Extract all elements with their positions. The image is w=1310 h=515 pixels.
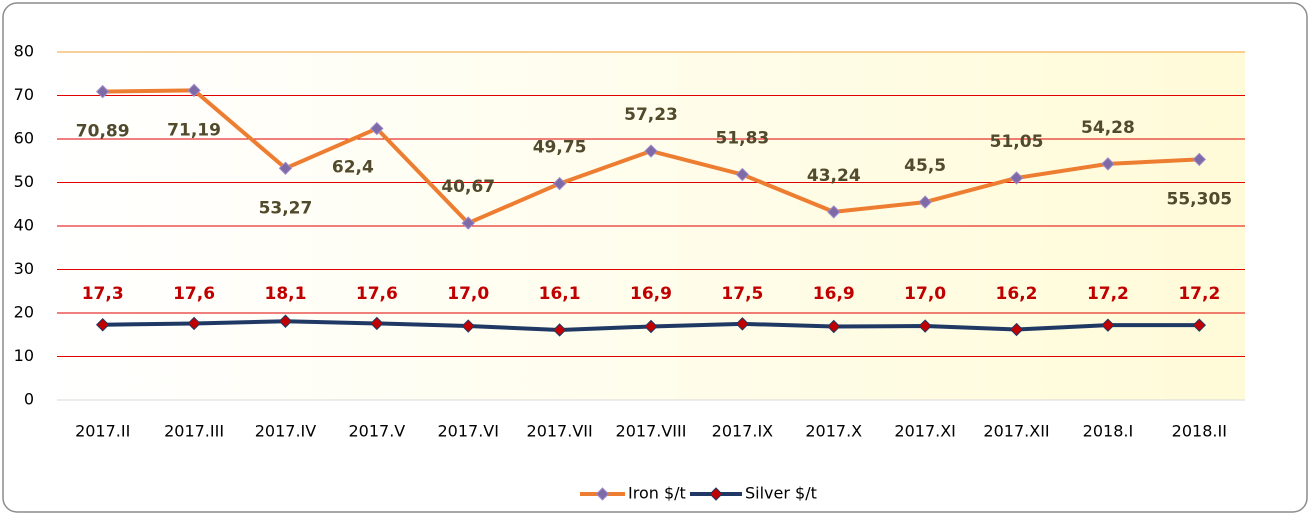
legend-marker	[709, 487, 723, 501]
x-tick-label: 2017.IX	[712, 422, 774, 441]
marker	[644, 319, 658, 334]
x-tick-label: 2017.VII	[527, 422, 593, 441]
y-tick-label: 70	[14, 85, 34, 104]
y-tick-label: 10	[14, 346, 34, 365]
data-label: 49,75	[533, 138, 587, 158]
marker	[1101, 318, 1115, 332]
x-tick-label: 2017.IV	[255, 422, 317, 441]
data-label: 57,23	[624, 105, 678, 125]
marker	[278, 161, 293, 175]
marker	[461, 319, 475, 333]
marker	[278, 314, 293, 328]
marker	[552, 323, 567, 337]
marker	[735, 167, 750, 182]
data-label: 62,4	[332, 158, 374, 178]
y-tick-label: 20	[14, 303, 34, 322]
data-label: 45,5	[904, 156, 946, 176]
x-tick-label: 2018.II	[1172, 422, 1227, 441]
y-tick-label: 40	[14, 216, 34, 235]
x-tick-label: 2017.XI	[894, 422, 955, 441]
data-label: 51,05	[990, 132, 1044, 152]
x-tick-label: 2017.III	[164, 422, 224, 441]
marker	[918, 195, 932, 209]
data-label: 16,9	[630, 284, 672, 304]
x-tick-label: 2017.II	[75, 422, 130, 441]
x-tick-label: 2017.VI	[437, 422, 498, 441]
marker	[187, 83, 201, 98]
x-tick-label: 2017.XII	[983, 422, 1049, 441]
marker	[461, 216, 475, 230]
legend-marker	[595, 487, 610, 501]
data-label: 51,83	[715, 129, 769, 149]
marker	[735, 317, 750, 331]
y-tick-label: 30	[14, 259, 34, 278]
data-label: 17,0	[447, 284, 489, 304]
marker	[827, 319, 841, 334]
marker	[1192, 152, 1207, 167]
data-label: 17,6	[356, 284, 398, 304]
y-tick-label: 60	[14, 129, 34, 148]
data-label: 53,27	[259, 198, 313, 218]
marker	[1009, 171, 1024, 185]
data-label: 70,89	[76, 122, 130, 142]
legend-label: Iron $/t	[628, 484, 686, 503]
marker	[370, 121, 384, 136]
x-tick-label: 2018.I	[1083, 422, 1134, 441]
data-label: 55,305	[1167, 189, 1233, 209]
marker	[552, 176, 567, 191]
x-tick-label: 2017.X	[805, 422, 862, 441]
data-label: 17,5	[721, 284, 763, 304]
data-label: 16,9	[813, 284, 855, 304]
marker	[1192, 318, 1207, 332]
data-label: 17,0	[904, 284, 946, 304]
marker	[95, 84, 110, 99]
data-label: 17,6	[173, 284, 215, 304]
x-tick-label: 2017.V	[348, 422, 405, 441]
data-label: 16,1	[539, 284, 581, 304]
data-label: 43,24	[807, 166, 861, 186]
y-tick-label: 50	[14, 172, 34, 191]
data-label: 40,67	[441, 177, 495, 197]
marker	[827, 205, 841, 219]
marker	[187, 316, 201, 331]
y-tick-label: 0	[24, 390, 34, 409]
marker	[1101, 157, 1115, 171]
marker	[918, 319, 932, 333]
marker	[370, 316, 384, 331]
y-tick-label: 80	[14, 42, 34, 61]
marker	[1009, 322, 1024, 337]
legend-label: Silver $/t	[745, 484, 817, 503]
data-label: 17,2	[1178, 284, 1220, 304]
data-label: 16,2	[996, 284, 1038, 304]
data-label: 17,3	[82, 284, 124, 304]
data-label: 71,19	[167, 120, 221, 140]
marker	[644, 144, 658, 158]
data-label: 18,1	[264, 284, 306, 304]
x-tick-label: 2017.VIII	[616, 422, 687, 441]
marker	[95, 318, 110, 332]
data-label: 17,2	[1087, 284, 1129, 304]
data-label: 54,28	[1081, 118, 1135, 138]
